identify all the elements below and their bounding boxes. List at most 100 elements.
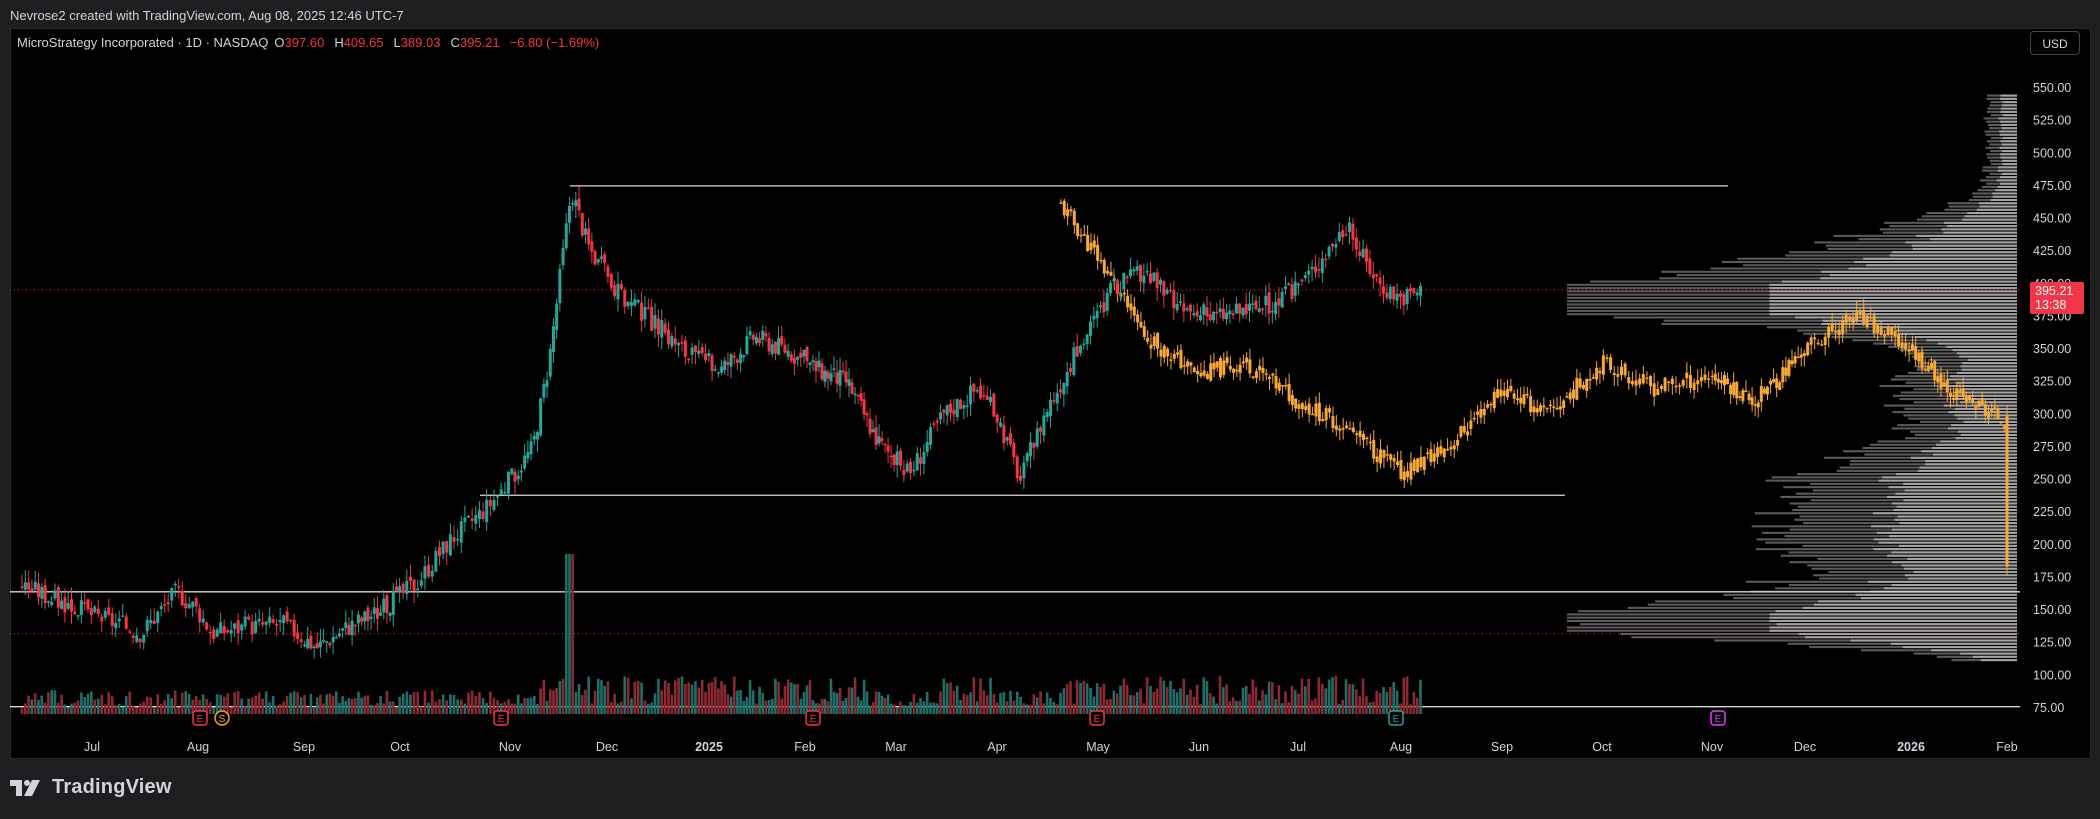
- candle[interactable]: [995, 414, 999, 423]
- candle[interactable]: [574, 200, 578, 207]
- projection-bar[interactable]: [2002, 426, 2006, 429]
- tradingview-logo-icon[interactable]: [10, 778, 46, 798]
- projection-bar[interactable]: [1290, 395, 1294, 405]
- candle[interactable]: [363, 611, 367, 622]
- candle[interactable]: [526, 452, 530, 459]
- candle[interactable]: [859, 393, 863, 401]
- candle[interactable]: [27, 582, 31, 590]
- candle[interactable]: [539, 398, 543, 436]
- projection-bar[interactable]: [1952, 397, 1956, 400]
- candle[interactable]: [1119, 292, 1123, 295]
- candle[interactable]: [542, 383, 546, 398]
- projection-bar[interactable]: [1136, 314, 1140, 323]
- candle[interactable]: [306, 638, 310, 649]
- projection-bar[interactable]: [1575, 377, 1579, 400]
- candle[interactable]: [835, 372, 839, 384]
- projection-bar[interactable]: [1726, 378, 1730, 385]
- candle[interactable]: [949, 403, 953, 413]
- candle[interactable]: [1303, 275, 1307, 279]
- candle[interactable]: [40, 587, 44, 599]
- split-event-marker[interactable]: S: [214, 710, 230, 726]
- candle[interactable]: [663, 323, 667, 333]
- projection-bar[interactable]: [1492, 391, 1496, 409]
- candle[interactable]: [1267, 292, 1271, 314]
- candle[interactable]: [561, 248, 565, 266]
- candle[interactable]: [131, 635, 135, 638]
- projection-bar[interactable]: [1317, 402, 1321, 422]
- projection-bar[interactable]: [1707, 378, 1711, 380]
- projection-bar[interactable]: [1375, 456, 1379, 463]
- candle[interactable]: [1215, 311, 1219, 314]
- candle[interactable]: [285, 611, 289, 622]
- candle[interactable]: [1109, 282, 1113, 294]
- projection-bar[interactable]: [1999, 422, 2003, 424]
- candle[interactable]: [1334, 244, 1338, 248]
- projection-bar[interactable]: [1548, 404, 1552, 407]
- candle[interactable]: [1202, 304, 1206, 315]
- candle[interactable]: [385, 595, 389, 613]
- candle[interactable]: [163, 604, 167, 606]
- candle[interactable]: [1344, 233, 1348, 236]
- projection-bar[interactable]: [1532, 406, 1536, 413]
- candle[interactable]: [1418, 285, 1422, 296]
- candle[interactable]: [212, 629, 216, 640]
- candle[interactable]: [56, 587, 60, 608]
- projection-bar[interactable]: [1149, 344, 1153, 349]
- projection-bar[interactable]: [1284, 384, 1288, 387]
- projection-bar[interactable]: [1595, 367, 1599, 380]
- projection-bar[interactable]: [1641, 374, 1645, 384]
- projection-bar[interactable]: [1358, 430, 1362, 437]
- candle[interactable]: [1065, 371, 1069, 387]
- projection-bar[interactable]: [1300, 403, 1304, 410]
- projection-bar[interactable]: [1920, 351, 1924, 369]
- candle[interactable]: [1035, 428, 1039, 447]
- candle[interactable]: [623, 290, 627, 307]
- projection-bar[interactable]: [1649, 376, 1653, 387]
- candle[interactable]: [142, 634, 146, 643]
- candle[interactable]: [700, 347, 704, 354]
- projection-bar[interactable]: [1869, 317, 1873, 319]
- projection-bar[interactable]: [1967, 395, 1971, 401]
- candle[interactable]: [1331, 243, 1335, 247]
- projection-bar[interactable]: [1974, 405, 1978, 410]
- candle[interactable]: [1059, 389, 1063, 393]
- candle[interactable]: [723, 360, 727, 371]
- candle[interactable]: [1132, 269, 1136, 272]
- candle[interactable]: [1277, 298, 1281, 306]
- projection-bar[interactable]: [1304, 405, 1308, 410]
- projection-bar[interactable]: [1612, 372, 1616, 376]
- projection-bar[interactable]: [1172, 353, 1176, 359]
- projection-bar[interactable]: [1351, 427, 1355, 432]
- projection-bar[interactable]: [1598, 370, 1602, 374]
- candle[interactable]: [519, 470, 523, 473]
- projection-bar[interactable]: [1102, 260, 1106, 274]
- projection-bar[interactable]: [1222, 360, 1226, 375]
- candle[interactable]: [1089, 321, 1093, 336]
- projection-bar[interactable]: [1385, 454, 1389, 456]
- candle[interactable]: [583, 228, 587, 235]
- candle[interactable]: [1115, 280, 1119, 294]
- candle[interactable]: [979, 385, 983, 399]
- projection-bar[interactable]: [1890, 326, 1894, 336]
- candle[interactable]: [751, 334, 755, 340]
- candle[interactable]: [470, 518, 474, 521]
- projection-bar[interactable]: [1964, 396, 1968, 403]
- projection-bar[interactable]: [1271, 373, 1275, 376]
- projection-bar[interactable]: [1402, 471, 1406, 481]
- candle[interactable]: [1307, 270, 1311, 275]
- projection-bar[interactable]: [1209, 363, 1213, 381]
- candle[interactable]: [170, 587, 174, 601]
- candle[interactable]: [73, 611, 77, 615]
- projection-bar[interactable]: [1452, 445, 1456, 450]
- projection-bar[interactable]: [1865, 315, 1869, 328]
- projection-bar[interactable]: [1076, 223, 1080, 236]
- projection-bar[interactable]: [1202, 370, 1206, 376]
- projection-bar[interactable]: [1830, 323, 1834, 332]
- candle[interactable]: [369, 616, 373, 619]
- projection-bar[interactable]: [1264, 373, 1268, 375]
- projection-bar[interactable]: [1987, 412, 1991, 418]
- candle[interactable]: [770, 344, 774, 355]
- candle[interactable]: [1049, 399, 1053, 417]
- projection-bar[interactable]: [1129, 303, 1133, 311]
- candle[interactable]: [1398, 293, 1402, 297]
